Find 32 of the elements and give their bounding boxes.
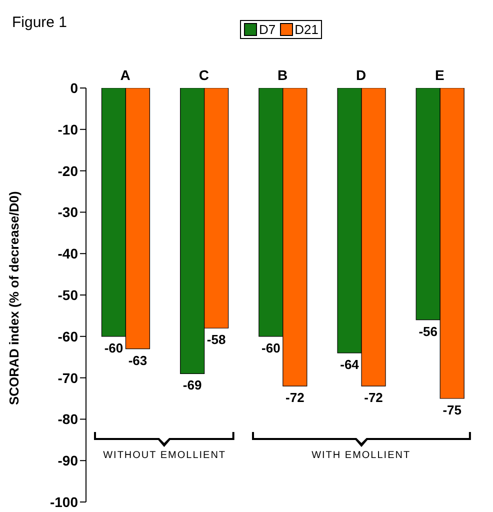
- data-label: -60: [104, 340, 124, 356]
- data-label: -72: [286, 390, 304, 406]
- x-tick-label: A: [120, 67, 130, 83]
- x-tick-label: D: [356, 67, 366, 83]
- data-label: -64: [340, 356, 360, 372]
- y-tick-label: -60: [58, 328, 78, 344]
- chart-title: Figure 1: [12, 14, 68, 31]
- y-axis-title: SCORAD index (% of decrease/D0): [6, 191, 22, 405]
- data-label: -72: [364, 390, 383, 406]
- y-tick-label: -100: [50, 494, 78, 510]
- legend-label: D21: [294, 22, 318, 37]
- y-tick-label: -40: [58, 246, 78, 262]
- x-tick-label: B: [277, 67, 288, 83]
- y-tick-label: -50: [58, 286, 78, 303]
- legend-label: D7: [259, 22, 276, 37]
- x-tick-label: E: [435, 67, 444, 83]
- y-tick-label: -10: [58, 121, 78, 138]
- data-label: -58: [206, 332, 226, 348]
- annotation: WITHOUT EMOLLIENT: [102, 450, 228, 461]
- data-label: -69: [182, 378, 202, 393]
- y-tick-label: -90: [58, 452, 78, 469]
- data-label: -63: [128, 352, 148, 368]
- data-label: -56: [418, 324, 438, 339]
- x-tick-label: C: [198, 67, 209, 83]
- annotation: WITH EMOLLIENT: [310, 450, 412, 461]
- y-tick-label: -70: [58, 370, 78, 386]
- y-tick-label: 0: [70, 80, 78, 96]
- data-label: -60: [262, 340, 280, 356]
- y-tick-label: -20: [58, 162, 78, 179]
- y-tick-label: -80: [58, 411, 78, 428]
- data-label: -75: [442, 402, 462, 418]
- y-tick-label: -30: [58, 204, 78, 220]
